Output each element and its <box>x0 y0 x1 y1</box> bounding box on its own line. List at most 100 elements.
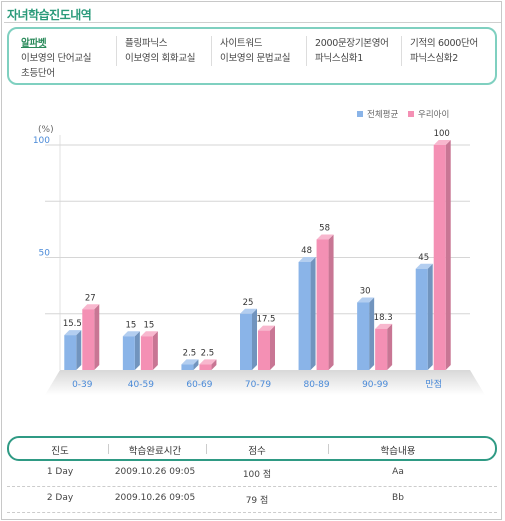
value-label: 18.3 <box>374 313 393 323</box>
value-label: 15.5 <box>63 319 82 329</box>
table-row: 2 Day 2009.10.26 09:05 79 점 Bb <box>7 487 497 513</box>
bar-side <box>369 297 375 370</box>
table-cell: 1 Day <box>46 467 74 477</box>
table-cell: Bb <box>392 493 404 503</box>
value-label: 2.5 <box>201 348 215 358</box>
legend-label: 전체평균 <box>367 109 398 120</box>
menu-item[interactable]: 이보영의 문법교실 <box>220 53 291 64</box>
bar <box>181 364 194 370</box>
bar <box>122 336 135 370</box>
table-cell: 2 Day <box>46 493 74 503</box>
bar-top <box>64 330 82 336</box>
bar-side <box>94 304 100 370</box>
menu-item[interactable]: 파닉스심화1 <box>315 53 363 64</box>
bar <box>240 313 252 370</box>
column-separator <box>107 444 109 454</box>
course-menu: 알파벳 이보영의 단어교실 초등단어 플링파닉스 이보영의 회화교실 사이트워드 이보영의 … <box>7 27 497 85</box>
table-cell: 2009.10.26 09:05 <box>114 467 196 477</box>
bar <box>415 268 428 370</box>
bar <box>64 335 77 370</box>
x-tick-label: 90-99 <box>362 380 388 390</box>
bar-side <box>193 359 199 370</box>
bar <box>375 328 388 370</box>
bar-top <box>140 331 158 337</box>
bar-side <box>152 331 158 370</box>
menu-item[interactable]: 이보영의 단어교실 <box>21 53 92 64</box>
table-row: 1 Day 2009.10.26 09:05 100 점 Aa <box>7 461 497 487</box>
x-tick-label: 0-39 <box>72 380 93 390</box>
bar-top <box>415 263 433 269</box>
divider <box>4 22 501 23</box>
table-header: 진도 학습완료시간 점수 학습내용 <box>7 436 497 461</box>
value-label: 45 <box>418 253 429 263</box>
table-cell: 2009.10.26 09:05 <box>114 493 196 503</box>
column-separator <box>206 444 207 454</box>
bar-side <box>310 257 316 370</box>
value-label: 25 <box>243 298 254 308</box>
table-cell: 100 점 <box>242 470 272 480</box>
value-label: 58 <box>319 224 330 234</box>
bar-top <box>433 140 451 145</box>
value-label: 15 <box>143 320 154 330</box>
bar <box>199 364 212 370</box>
bar-side <box>211 359 217 370</box>
bar-top <box>258 325 275 331</box>
column-header: 학습내용 <box>380 446 416 457</box>
bar-side <box>252 308 257 370</box>
bar <box>316 239 329 370</box>
page-title: 자녀학습진도내역 <box>7 8 92 22</box>
legend-label: 우리아이 <box>418 109 449 120</box>
bar <box>140 336 153 370</box>
y-tick-label: 100 <box>33 136 50 146</box>
menu-item[interactable]: 플링파닉스 <box>125 38 168 49</box>
bar <box>258 330 270 370</box>
bar <box>82 309 95 370</box>
menu-item[interactable]: 이보영의 회화교실 <box>125 53 196 64</box>
bar-side <box>76 330 82 370</box>
bar-side <box>134 331 140 370</box>
menu-item[interactable]: 알파벳 <box>21 38 47 49</box>
bar-side <box>445 140 451 370</box>
y-tick-label: 50 <box>39 249 51 259</box>
value-label: 15 <box>125 320 136 330</box>
x-tick-label: 70-79 <box>245 380 271 390</box>
y-axis-label: (%) <box>38 125 54 135</box>
column-header: 점수 <box>248 446 266 457</box>
menu-item[interactable]: 사이트워드 <box>220 38 263 49</box>
value-label: 48 <box>301 246 312 256</box>
floor <box>45 370 485 395</box>
column-header: 학습완료시간 <box>128 446 182 457</box>
bar-side <box>270 325 275 370</box>
value-label: 27 <box>85 293 96 303</box>
value-label: 30 <box>360 287 371 297</box>
bar-side <box>328 234 334 370</box>
bar-side <box>427 263 433 370</box>
bar-top <box>240 308 257 314</box>
bar-top <box>357 297 375 303</box>
menu-item[interactable]: 2000문장기본영어 <box>315 38 389 49</box>
table-cell: 79 점 <box>245 496 269 506</box>
bar-side <box>387 323 393 370</box>
bar-top <box>298 257 316 262</box>
x-tick-label: 60-69 <box>186 380 212 390</box>
menu-item[interactable]: 파닉스심화2 <box>410 53 458 64</box>
x-tick-label: 80-89 <box>303 380 329 390</box>
column-header: 진도 <box>51 446 69 457</box>
bar <box>357 302 370 370</box>
menu-item[interactable]: 초등단어 <box>21 68 55 79</box>
bar-top <box>82 304 100 310</box>
bar <box>298 262 311 370</box>
bar-top <box>181 359 199 365</box>
bar-top <box>375 323 393 329</box>
value-label: 17.5 <box>257 315 276 325</box>
menu-item[interactable]: 기적의 6000단어 <box>410 38 478 49</box>
legend-swatch <box>357 111 363 117</box>
